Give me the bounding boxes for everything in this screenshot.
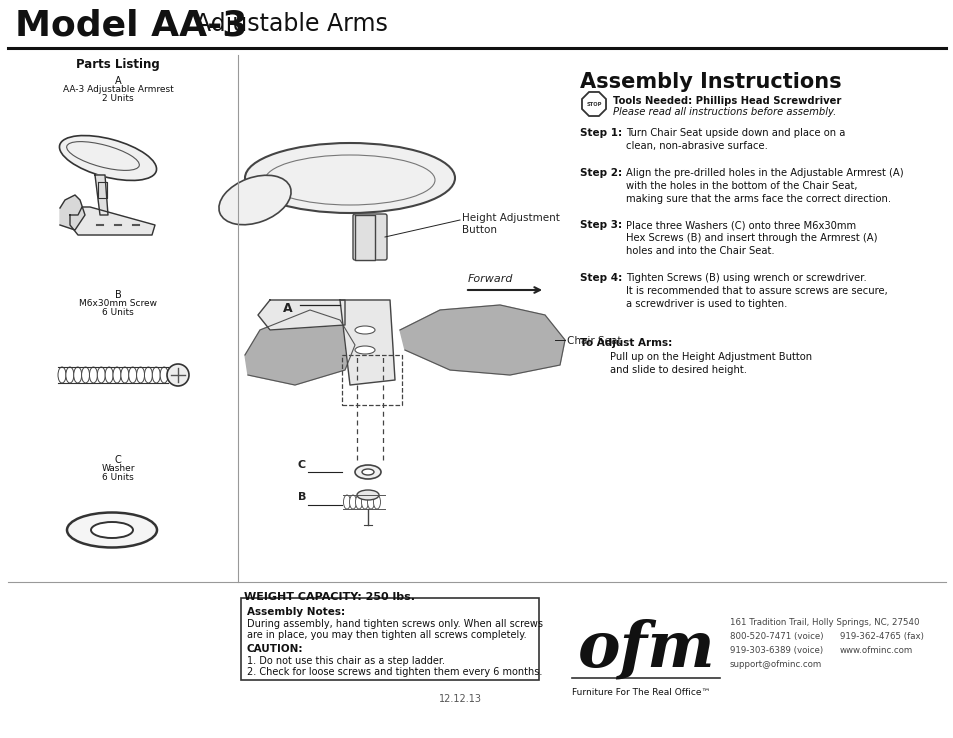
Text: 919-303-6389 (voice): 919-303-6389 (voice) (729, 646, 822, 655)
Ellipse shape (355, 346, 375, 354)
Text: Please read all instructions before assembly.: Please read all instructions before asse… (613, 107, 836, 117)
Text: Align the pre-drilled holes in the Adjustable Armrest (A)
with the holes in the : Align the pre-drilled holes in the Adjus… (625, 168, 902, 204)
Ellipse shape (343, 495, 350, 509)
Text: WEIGHT CAPACITY: 250 lbs.: WEIGHT CAPACITY: 250 lbs. (244, 592, 415, 602)
Text: A: A (283, 302, 293, 315)
Ellipse shape (356, 490, 378, 500)
Polygon shape (60, 195, 85, 230)
Ellipse shape (91, 522, 132, 538)
Text: 12.12.13: 12.12.13 (438, 694, 481, 704)
Ellipse shape (58, 367, 66, 383)
Text: During assembly, hand tighten screws only. When all screws: During assembly, hand tighten screws onl… (247, 619, 542, 629)
Text: Step 2:: Step 2: (579, 168, 621, 178)
Polygon shape (245, 310, 355, 385)
Ellipse shape (245, 143, 455, 213)
Ellipse shape (90, 367, 97, 383)
Ellipse shape (59, 136, 156, 181)
Text: ofm: ofm (578, 618, 715, 680)
Text: Forward: Forward (468, 274, 513, 284)
Ellipse shape (82, 367, 90, 383)
Ellipse shape (367, 495, 375, 509)
Text: Step 1:: Step 1: (579, 128, 621, 138)
Text: www.ofminc.com: www.ofminc.com (840, 646, 912, 655)
Ellipse shape (105, 367, 113, 383)
Polygon shape (257, 300, 345, 330)
Text: Step 4:: Step 4: (579, 273, 621, 283)
Text: AA-3 Adjustable Armrest: AA-3 Adjustable Armrest (63, 85, 173, 94)
Text: are in place, you may then tighten all screws completely.: are in place, you may then tighten all s… (247, 630, 526, 640)
Ellipse shape (355, 326, 375, 334)
Ellipse shape (129, 367, 136, 383)
Text: 919-362-4765 (fax): 919-362-4765 (fax) (840, 632, 923, 641)
Text: 6 Units: 6 Units (102, 473, 133, 482)
Polygon shape (95, 175, 108, 215)
Text: Pull up on the Height Adjustment Button
and slide to desired height.: Pull up on the Height Adjustment Button … (609, 352, 811, 375)
Text: CAUTION:: CAUTION: (247, 644, 303, 654)
Text: support@ofminc.com: support@ofminc.com (729, 660, 821, 669)
Ellipse shape (355, 465, 380, 479)
Text: Turn Chair Seat upside down and place on a
clean, non-abrasive surface.: Turn Chair Seat upside down and place on… (625, 128, 844, 151)
Text: Tools Needed: Phillips Head Screwdriver: Tools Needed: Phillips Head Screwdriver (613, 96, 841, 106)
Ellipse shape (97, 367, 105, 383)
Text: 1. Do not use this chair as a step ladder.: 1. Do not use this chair as a step ladde… (247, 656, 444, 666)
Ellipse shape (73, 367, 82, 383)
Ellipse shape (121, 367, 129, 383)
FancyBboxPatch shape (353, 214, 387, 260)
Ellipse shape (355, 495, 362, 509)
Text: To Adjust Arms:: To Adjust Arms: (579, 338, 672, 348)
Text: Washer: Washer (101, 464, 134, 473)
Text: Model AA-3: Model AA-3 (15, 8, 247, 42)
Polygon shape (399, 305, 564, 375)
Text: Parts Listing: Parts Listing (76, 58, 160, 71)
Ellipse shape (218, 175, 291, 225)
Ellipse shape (361, 495, 368, 509)
Polygon shape (98, 182, 107, 198)
Text: Assembly Instructions: Assembly Instructions (579, 72, 841, 92)
Ellipse shape (144, 367, 152, 383)
Text: 161 Tradition Trail, Holly Springs, NC, 27540: 161 Tradition Trail, Holly Springs, NC, … (729, 618, 919, 627)
Text: B: B (114, 290, 121, 300)
Text: C: C (297, 460, 306, 470)
Ellipse shape (112, 367, 121, 383)
Text: Tighten Screws (B) using wrench or screwdriver.
It is recommended that to assure: Tighten Screws (B) using wrench or screw… (625, 273, 887, 309)
Text: 800-520-7471 (voice): 800-520-7471 (voice) (729, 632, 822, 641)
Text: Assembly Notes:: Assembly Notes: (247, 607, 345, 617)
Ellipse shape (67, 142, 139, 170)
Text: C: C (114, 455, 121, 465)
Text: 6 Units: 6 Units (102, 308, 133, 317)
Text: M6x30mm Screw: M6x30mm Screw (79, 299, 157, 308)
Polygon shape (339, 300, 395, 385)
Text: Button: Button (461, 225, 497, 235)
FancyBboxPatch shape (241, 598, 538, 680)
Text: STOP: STOP (586, 102, 601, 106)
Ellipse shape (265, 155, 435, 205)
Polygon shape (70, 207, 154, 235)
Text: A: A (114, 76, 121, 86)
Ellipse shape (167, 364, 189, 386)
Text: Adjustable Arms: Adjustable Arms (194, 12, 388, 36)
Text: B: B (297, 492, 306, 502)
Text: Place three Washers (C) onto three M6x30mm
Hex Screws (B) and insert through the: Place three Washers (C) onto three M6x30… (625, 220, 877, 256)
Text: Height Adjustment: Height Adjustment (461, 213, 559, 223)
Text: Chair Seat: Chair Seat (566, 336, 620, 346)
Ellipse shape (136, 367, 145, 383)
Ellipse shape (374, 495, 380, 509)
Text: 2 Units: 2 Units (102, 94, 133, 103)
Text: Step 3:: Step 3: (579, 220, 621, 230)
Ellipse shape (66, 367, 73, 383)
Text: Furniture For The Real Office™: Furniture For The Real Office™ (572, 688, 710, 697)
Ellipse shape (152, 367, 160, 383)
Ellipse shape (361, 469, 374, 475)
Text: 2. Check for loose screws and tighten them every 6 months.: 2. Check for loose screws and tighten th… (247, 667, 542, 677)
Ellipse shape (160, 367, 168, 383)
Ellipse shape (349, 495, 356, 509)
Ellipse shape (67, 512, 157, 548)
Polygon shape (355, 215, 375, 260)
